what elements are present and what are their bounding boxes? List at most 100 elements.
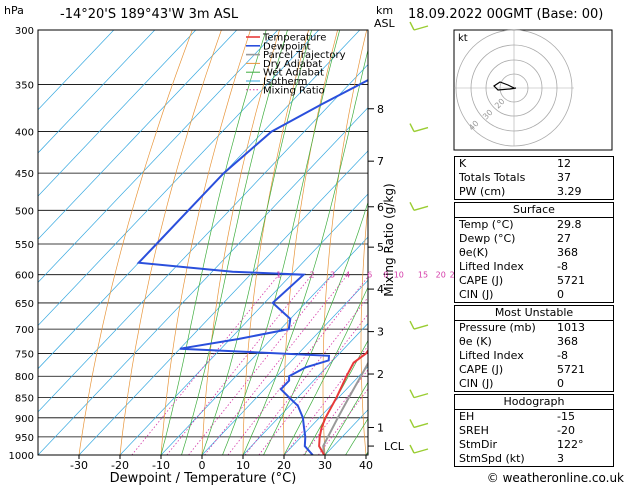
indices-row: K 12 [455,157,613,171]
dry-adiabat-line [119,30,222,455]
km-tick-label: 3 [377,326,384,339]
dry-adiabat-line [434,30,454,455]
most-unstable-value: -8 [557,349,568,362]
surface-label: Dewp (°C) [459,232,516,245]
isotherm-line [38,30,197,197]
km-unit-label: km [376,4,393,17]
dry-adiabat-line [242,30,309,455]
most-unstable-label: CIN (J) [459,377,494,390]
wind-barb-flag [409,123,415,132]
indices-table: K 12 Totals Totals 37 PW (cm) 3.29 [454,156,614,200]
lcl-label: LCL [384,440,405,453]
most-unstable-label: θe (K) [459,335,492,348]
mixing-ratio-line [317,388,368,455]
wet-adiabat-line [283,286,368,455]
indices-value: 37 [557,171,571,184]
wet-adiabat-line [160,30,267,455]
temp-tick-label: 20 [277,459,291,472]
surface-value: 368 [557,246,578,259]
isotherm-line [38,30,238,240]
surface-table: Surface Temp (°C) 29.8 Dewp (°C) 27 θe(K) 368… [454,202,614,303]
temp-tick-label: 30 [318,459,332,472]
wind-barb-shaft [413,324,429,330]
wind-barb [409,123,429,133]
surface-row: Temp (°C) 29.8 [455,218,613,232]
most-unstable-row: CIN (J) 0 [455,377,613,391]
surface-value: 5721 [557,274,585,287]
wet-adiabat-line [263,200,368,455]
most-unstable-table: Most Unstable Pressure (mb) 1013 θe (K) 368… [454,305,614,392]
hodograph-table-row: SREH -20 [455,424,613,438]
wind-barb [409,320,429,330]
parcel-trajectory-profile [322,361,368,455]
pressure-tick-label: 350 [15,80,34,91]
pressure-tick-label: 400 [15,128,34,139]
isotherm-line [242,322,368,455]
wind-barb-shaft [413,448,429,454]
temperature-profile [318,348,368,455]
km-tick-label: 1 [377,421,384,434]
hodograph-table-label: StmDir [459,438,498,451]
wind-barb-flag [409,320,415,330]
pressure-tick-label: 700 [15,325,34,336]
mixing-ratio-label: 6 [367,271,372,280]
dry-adiabat-line [201,30,280,455]
isotherm-line [201,279,368,455]
dry-adiabat-line [360,202,368,455]
most-unstable-label: CAPE (J) [459,363,504,376]
wind-barb-flag [409,444,415,454]
mixing-ratio-label: 3 [330,271,335,280]
hodograph-table-row: StmDir 122° [455,438,613,452]
hodograph-unit: kt [458,33,468,44]
isotherm-line [160,236,368,455]
most-unstable-title: Most Unstable [455,306,613,321]
axes: 1234681015202530035040045050055060065070… [9,26,460,472]
isotherm-line [38,64,368,413]
mixing-ratio-label: 10 [394,271,404,280]
temp-tick-label: -20 [111,459,129,472]
indices-label: K [459,157,467,170]
most-unstable-row: CAPE (J) 5721 [455,363,613,377]
mixing-ratio-label: 4 [345,271,350,280]
mixing-ratio-line [131,274,280,455]
pressure-unit-label: hPa [4,4,24,17]
mixing-ratio-line [284,345,368,455]
background-lines [38,30,454,455]
mixing-ratio-line [204,274,348,455]
pressure-tick-label: 900 [15,414,34,425]
legend-label: Parcel Trajectory [263,50,346,61]
hodograph-frame [453,29,613,151]
isotherm-line [78,150,368,455]
mixing-ratio-line [166,274,313,455]
x-axis-label: Dewpoint / Temperature (°C) [110,471,297,486]
pressure-tick-label: 550 [15,240,34,251]
hodograph-table-row: StmSpd (kt) 3 [455,452,613,466]
wind-barb-shaft [413,126,429,133]
surface-label: Temp (°C) [459,218,514,231]
isotherm-line [38,30,279,283]
surface-value: 0 [557,288,564,301]
surface-value: -8 [557,260,568,273]
km-tick-label: 7 [377,155,384,168]
hodograph-table-label: StmSpd (kt) [459,452,525,465]
mixing-ratio-line [303,369,368,455]
wind-barb-flag [409,419,415,428]
isotherm-line [119,193,368,455]
mixing-ratio-label: 2 [309,271,314,280]
credit-text: © weatheronline.co.uk [487,471,624,485]
indices-value: 12 [557,157,571,170]
most-unstable-row: θe (K) 368 [455,335,613,349]
mixing-ratio-line [227,276,368,455]
isotherm-line [38,30,320,327]
wind-barb [409,389,429,399]
wind-barb [409,444,429,454]
most-unstable-row: Pressure (mb) 1013 [455,321,613,335]
temp-tick-label: -30 [70,459,88,472]
hodograph-table: Hodograph EH -15 SREH -20 StmDir 122° StmSpd (… [454,394,614,467]
surface-title: Surface [455,203,613,218]
surface-row: θe(K) 368 [455,246,613,260]
pressure-tick-label: 850 [15,394,34,405]
wind-barb [409,21,429,31]
